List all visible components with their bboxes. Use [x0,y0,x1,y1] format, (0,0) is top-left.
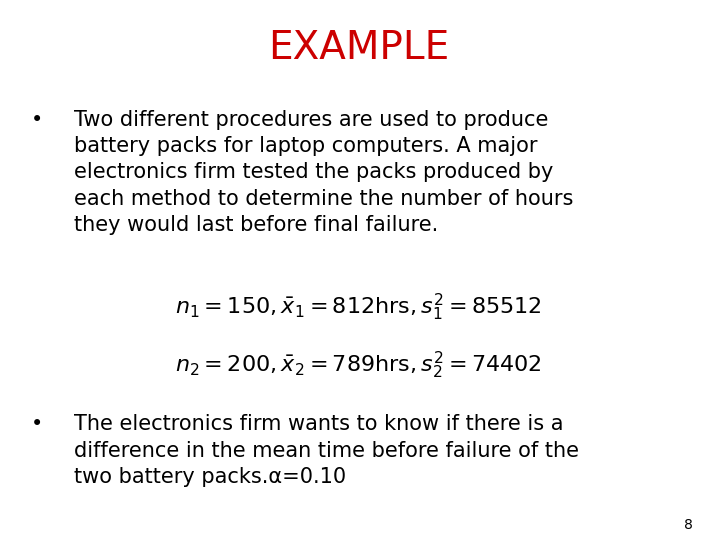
Text: $n_1 = 150, \bar{x}_1 = 812\mathrm{hrs}, s_1^2 = 85512$: $n_1 = 150, \bar{x}_1 = 812\mathrm{hrs},… [175,292,542,322]
Text: •: • [31,110,43,130]
Text: 8: 8 [684,518,693,532]
Text: $n_2 = 200, \bar{x}_2 = 789\mathrm{hrs}, s_2^2 = 74402$: $n_2 = 200, \bar{x}_2 = 789\mathrm{hrs},… [175,350,542,381]
Text: •: • [31,414,43,434]
Text: The electronics firm wants to know if there is a
difference in the mean time bef: The electronics firm wants to know if th… [74,414,579,487]
Text: EXAMPLE: EXAMPLE [268,30,449,68]
Text: Two different procedures are used to produce
battery packs for laptop computers.: Two different procedures are used to pro… [74,110,573,235]
